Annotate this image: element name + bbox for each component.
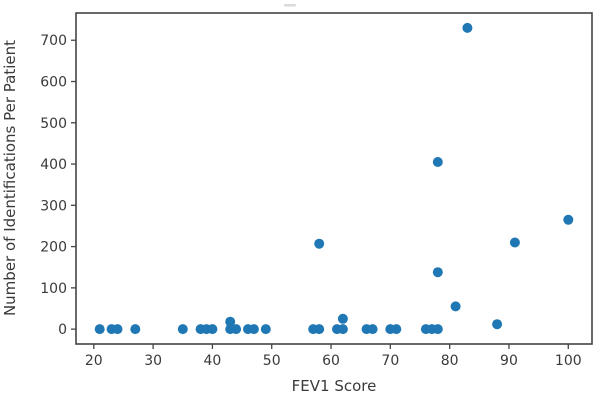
- top-smudge-artifact: [284, 4, 296, 7]
- scatter-point: [225, 316, 236, 327]
- scatter-point: [337, 324, 348, 335]
- scatter-points: [94, 22, 574, 335]
- x-tick-label: 20: [85, 353, 103, 369]
- scatter-point: [94, 324, 105, 335]
- scatter-point: [432, 157, 443, 167]
- scatter-point: [260, 324, 271, 335]
- y-axis-label: Number of Identifications Per Patient: [1, 40, 19, 316]
- x-axis-label: FEV1 Score: [292, 377, 377, 395]
- scatter-point: [314, 324, 325, 335]
- scatter-point: [391, 324, 402, 335]
- scatter-point: [462, 22, 473, 33]
- scatter-point: [563, 214, 574, 225]
- x-tick-label: 100: [555, 353, 582, 369]
- x-tick-label: 50: [263, 353, 281, 369]
- x-tick-label: 40: [203, 353, 221, 369]
- x-tick-label: 60: [322, 353, 340, 369]
- scatter-point: [248, 324, 259, 335]
- y-tick-label: 0: [58, 322, 67, 338]
- scatter-point: [231, 324, 242, 335]
- y-axis-ticks: 0 100 200 300 400 500 600 700: [40, 33, 76, 338]
- scatter-point: [337, 313, 348, 324]
- scatter-point: [450, 301, 461, 312]
- scatter-point: [492, 319, 503, 330]
- scatter-point: [432, 324, 443, 335]
- y-tick-label: 100: [40, 281, 67, 297]
- x-tick-label: 70: [381, 353, 399, 369]
- x-axis-ticks: 20 30 40 50 60 70 80 90 100: [85, 344, 582, 369]
- x-tick-label: 80: [441, 353, 459, 369]
- y-tick-label: 400: [40, 157, 67, 173]
- plot-frame: [75, 12, 593, 345]
- scatter-point: [314, 238, 325, 249]
- scatter-point: [509, 237, 520, 248]
- scatter-point: [130, 324, 141, 335]
- y-tick-label: 300: [40, 198, 67, 214]
- x-tick-label: 90: [500, 353, 518, 369]
- y-tick-label: 200: [40, 240, 67, 256]
- scatter-point: [367, 324, 378, 335]
- y-tick-label: 600: [40, 75, 67, 91]
- y-tick-label: 700: [40, 33, 67, 49]
- scatter-point: [112, 324, 123, 335]
- scatter-point: [177, 324, 188, 335]
- scatter-point: [207, 324, 218, 335]
- scatter-point: [432, 267, 443, 278]
- y-tick-label: 500: [40, 116, 67, 132]
- x-tick-label: 30: [144, 353, 162, 369]
